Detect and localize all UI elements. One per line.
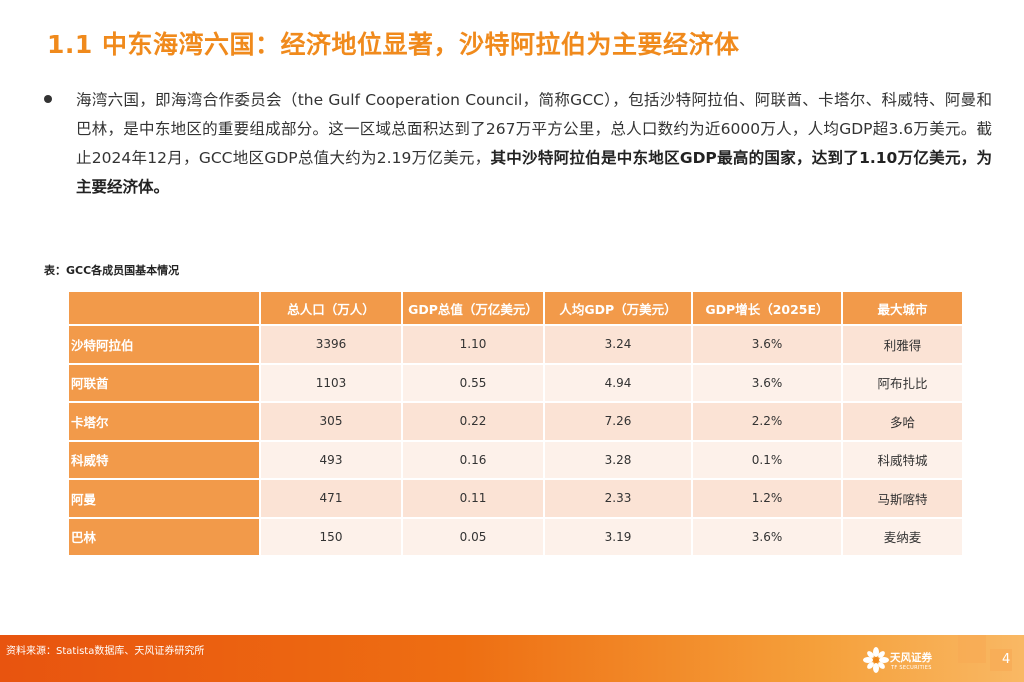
bullet-text-normal: 海湾六国，即海湾合作委员会（the Gulf Cooperation Counc… <box>76 91 992 167</box>
cell-city: 科威特城 <box>843 441 962 478</box>
row-country: 沙特阿拉伯 <box>69 326 259 363</box>
table-row: 卡塔尔 305 0.22 7.26 2.2% 多哈 <box>69 403 962 440</box>
cell-gdp: 1.10 <box>403 326 543 363</box>
cell-gdp-per-capita: 4.94 <box>545 364 691 401</box>
table-row: 沙特阿拉伯 3396 1.10 3.24 3.6% 利雅得 <box>69 326 962 363</box>
cell-gdp: 0.22 <box>403 403 543 440</box>
footer-deco-square <box>990 649 1012 671</box>
cell-growth: 3.6% <box>693 326 841 363</box>
logo-name: 天风证券 <box>890 652 932 664</box>
bullet-text-bold: 其中沙特阿拉伯是中东地区GDP最高的国家，达到了1.10万亿美元，为主要经济体。 <box>76 149 992 196</box>
bullet-paragraph: 海湾六国，即海湾合作委员会（the Gulf Cooperation Counc… <box>44 86 992 202</box>
header-population: 总人口（万人） <box>261 292 401 324</box>
header-gdp-growth: GDP增长（2025E） <box>693 292 841 324</box>
cell-growth: 2.2% <box>693 403 841 440</box>
footer-deco-square <box>958 635 986 663</box>
cell-city: 阿布扎比 <box>843 364 962 401</box>
cell-gdp-per-capita: 3.19 <box>545 518 691 555</box>
bullet-text: 海湾六国，即海湾合作委员会（the Gulf Cooperation Counc… <box>76 86 992 202</box>
cell-gdp: 0.05 <box>403 518 543 555</box>
cell-city: 麦纳麦 <box>843 518 962 555</box>
cell-population: 305 <box>261 403 401 440</box>
table-row: 科威特 493 0.16 3.28 0.1% 科威特城 <box>69 441 962 478</box>
header-corner <box>69 292 259 324</box>
table-header-row: 总人口（万人） GDP总值（万亿美元） 人均GDP（万美元） GDP增长（202… <box>69 292 962 324</box>
cell-gdp-per-capita: 2.33 <box>545 480 691 517</box>
table-row: 阿联酋 1103 0.55 4.94 3.6% 阿布扎比 <box>69 364 962 401</box>
footer-bar <box>0 635 1024 682</box>
row-country: 阿联酋 <box>69 364 259 401</box>
header-gdp-per-capita: 人均GDP（万美元） <box>545 292 691 324</box>
cell-city: 利雅得 <box>843 326 962 363</box>
cell-population: 493 <box>261 441 401 478</box>
row-country: 巴林 <box>69 518 259 555</box>
gcc-table: 总人口（万人） GDP总值（万亿美元） 人均GDP（万美元） GDP增长（202… <box>67 290 962 557</box>
row-country: 阿曼 <box>69 480 259 517</box>
row-country: 卡塔尔 <box>69 403 259 440</box>
bullet-dot-icon <box>44 95 52 103</box>
page-number: 4 <box>1002 652 1011 667</box>
table-caption: 表：GCC各成员国基本情况 <box>44 264 180 277</box>
cell-growth: 0.1% <box>693 441 841 478</box>
table-row: 阿曼 471 0.11 2.33 1.2% 马斯喀特 <box>69 480 962 517</box>
cell-population: 3396 <box>261 326 401 363</box>
row-country: 科威特 <box>69 441 259 478</box>
cell-growth: 3.6% <box>693 518 841 555</box>
header-largest-city: 最大城市 <box>843 292 962 324</box>
cell-gdp: 0.55 <box>403 364 543 401</box>
cell-gdp-per-capita: 3.24 <box>545 326 691 363</box>
flower-logo-icon <box>863 647 889 673</box>
cell-population: 150 <box>261 518 401 555</box>
cell-gdp: 0.16 <box>403 441 543 478</box>
cell-city: 多哈 <box>843 403 962 440</box>
logo-subtitle: TF SECURITIES <box>891 665 932 671</box>
cell-population: 471 <box>261 480 401 517</box>
source-note: 资料来源：Statista数据库、天风证券研究所 <box>6 646 205 657</box>
cell-gdp-per-capita: 3.28 <box>545 441 691 478</box>
cell-gdp: 0.11 <box>403 480 543 517</box>
brand-logo: 天风证券 TF SECURITIES <box>862 646 942 676</box>
page-title: 1.1 中东海湾六国：经济地位显著，沙特阿拉伯为主要经济体 <box>47 30 740 59</box>
table-row: 巴林 150 0.05 3.19 3.6% 麦纳麦 <box>69 518 962 555</box>
header-gdp: GDP总值（万亿美元） <box>403 292 543 324</box>
cell-growth: 3.6% <box>693 364 841 401</box>
cell-population: 1103 <box>261 364 401 401</box>
cell-gdp-per-capita: 7.26 <box>545 403 691 440</box>
cell-city: 马斯喀特 <box>843 480 962 517</box>
cell-growth: 1.2% <box>693 480 841 517</box>
